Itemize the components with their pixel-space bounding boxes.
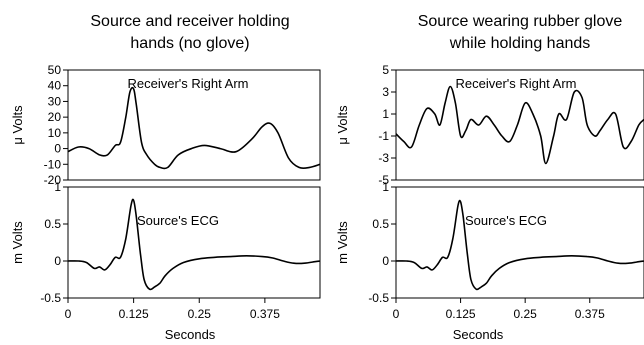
y-tick-label: 3 (382, 85, 389, 99)
x-tick-label: 0.125 (446, 307, 476, 321)
subplot-annotation: Source's ECG (465, 213, 547, 228)
y-axis-label: m Volts (10, 221, 25, 264)
y-tick-label: 30 (48, 94, 62, 108)
y-tick-label: 40 (48, 79, 62, 93)
chart-title-line-1: Source wearing rubber glove (418, 13, 623, 30)
y-tick-label: 0 (382, 254, 389, 268)
x-tick-label: 0.25 (188, 307, 212, 321)
x-axis-label: Seconds (165, 327, 216, 342)
y-tick-label: 0 (54, 142, 61, 156)
subplot-annotation: Receiver's Right Arm (128, 76, 249, 91)
x-axis-label: Seconds (453, 327, 504, 342)
y-tick-label: -20 (44, 173, 62, 187)
series-line-receiver-arm (68, 86, 320, 170)
y-tick-label: 10 (48, 126, 62, 140)
subplot-receiver-arm: 5 3 1 -1 -3 -5 μ Volts Receiver's Right Arm (335, 63, 644, 187)
subplot-source-ecg: 1 0.5 0 -0.5 m Volts Source's ECG (335, 180, 644, 305)
y-tick-label: 0.5 (372, 217, 389, 231)
plot-frame (67, 186, 321, 299)
y-tick-label: 20 (48, 110, 62, 124)
chart-panel-rubber-glove: Source wearing rubber glove while holding… (335, 13, 644, 342)
y-axis-label: μ Volts (10, 105, 25, 145)
y-tick-label: -5 (378, 173, 389, 187)
x-tick-label: 0.25 (513, 307, 537, 321)
subplot-annotation: Receiver's Right Arm (456, 76, 577, 91)
x-tick-label: 0.125 (119, 307, 149, 321)
chart-panel-no-glove: Source and receiver holding hands (no glo… (10, 13, 321, 342)
plot-frame (67, 69, 321, 181)
x-tick-label: 0 (65, 307, 72, 321)
y-tick-label: -0.5 (40, 291, 61, 305)
y-tick-label: 5 (382, 63, 389, 77)
subplot-source-ecg: 1 0.5 0 -0.5 m Volts Source's ECG (10, 180, 321, 305)
y-tick-label: 1 (382, 180, 389, 194)
x-tick-label: 0.375 (575, 307, 605, 321)
chart-title-line-2: hands (no glove) (130, 35, 249, 52)
subplot-annotation: Source's ECG (137, 213, 219, 228)
series-line-source-ecg (68, 198, 320, 291)
y-tick-label: -0.5 (368, 291, 389, 305)
series-line-source-ecg (396, 199, 644, 291)
y-tick-label: 0.5 (44, 217, 61, 231)
plot-frame (395, 186, 644, 299)
y-tick-label: 50 (48, 63, 62, 77)
x-tick-label: 0 (393, 307, 400, 321)
y-axis-label: μ Volts (335, 105, 350, 145)
y-tick-label: -10 (44, 157, 62, 171)
plot-frame (395, 69, 644, 181)
y-tick-label: 0 (54, 254, 61, 268)
series-line-receiver-arm (396, 85, 644, 165)
chart-title-line-2: while holding hands (449, 35, 591, 52)
chart-title-line-1: Source and receiver holding (90, 13, 289, 30)
y-axis-label: m Volts (335, 221, 350, 264)
x-tick-label: 0.375 (250, 307, 280, 321)
y-tick-label: 1 (54, 180, 61, 194)
y-tick-label: -1 (378, 129, 389, 143)
y-tick-label: 1 (382, 107, 389, 121)
y-tick-label: -3 (378, 151, 389, 165)
